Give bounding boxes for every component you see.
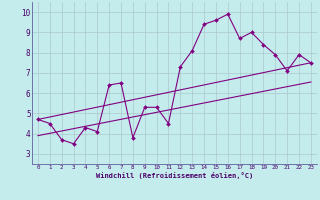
X-axis label: Windchill (Refroidissement éolien,°C): Windchill (Refroidissement éolien,°C) — [96, 172, 253, 179]
